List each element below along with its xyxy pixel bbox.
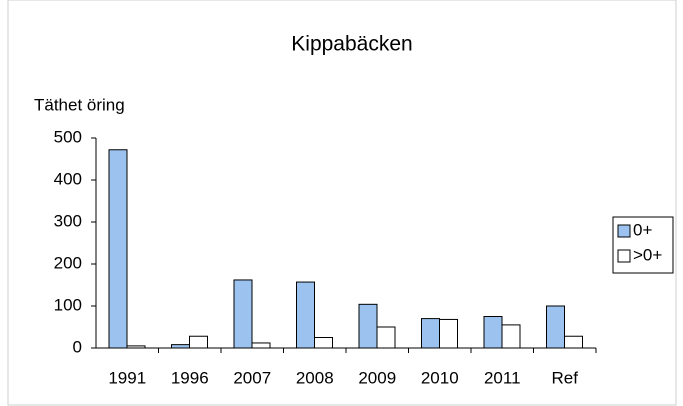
x-tick-label: 2007 [233, 368, 271, 387]
bar [546, 305, 565, 349]
x-tick-label: 1991 [108, 368, 146, 387]
bar [108, 149, 128, 349]
legend-swatch [617, 224, 631, 238]
bar [126, 345, 146, 349]
bar [314, 337, 333, 349]
legend-label: 0+ [633, 220, 652, 239]
bar [189, 335, 208, 349]
x-tick-label: 2008 [296, 368, 334, 387]
legend-swatch [617, 249, 631, 263]
y-tick-label: 500 [54, 127, 82, 146]
bar [483, 316, 503, 349]
x-tick-label: 1996 [171, 368, 209, 387]
bar [421, 318, 440, 349]
x-tick-label: 2011 [484, 368, 521, 387]
bar [251, 342, 271, 349]
y-tick-label: 0 [73, 337, 82, 356]
y-axis-label: Täthet öring [34, 95, 125, 114]
y-tick-label: 300 [54, 211, 82, 230]
x-tick-label: Ref [552, 368, 579, 387]
bar [501, 324, 521, 349]
bar [564, 335, 583, 349]
y-tick-label: 400 [54, 169, 82, 188]
bar [439, 318, 458, 349]
y-tick-label: 100 [54, 295, 82, 314]
bar [171, 344, 190, 349]
x-tick-label: 2010 [421, 368, 459, 387]
bar [233, 279, 253, 349]
chart-title: Kippabäcken [291, 33, 412, 56]
y-tick-label: 200 [54, 253, 82, 272]
bar [358, 303, 378, 349]
legend-label: >0+ [633, 245, 662, 264]
bar [296, 281, 315, 349]
bar [376, 326, 396, 349]
x-tick-label: 2009 [358, 368, 396, 387]
